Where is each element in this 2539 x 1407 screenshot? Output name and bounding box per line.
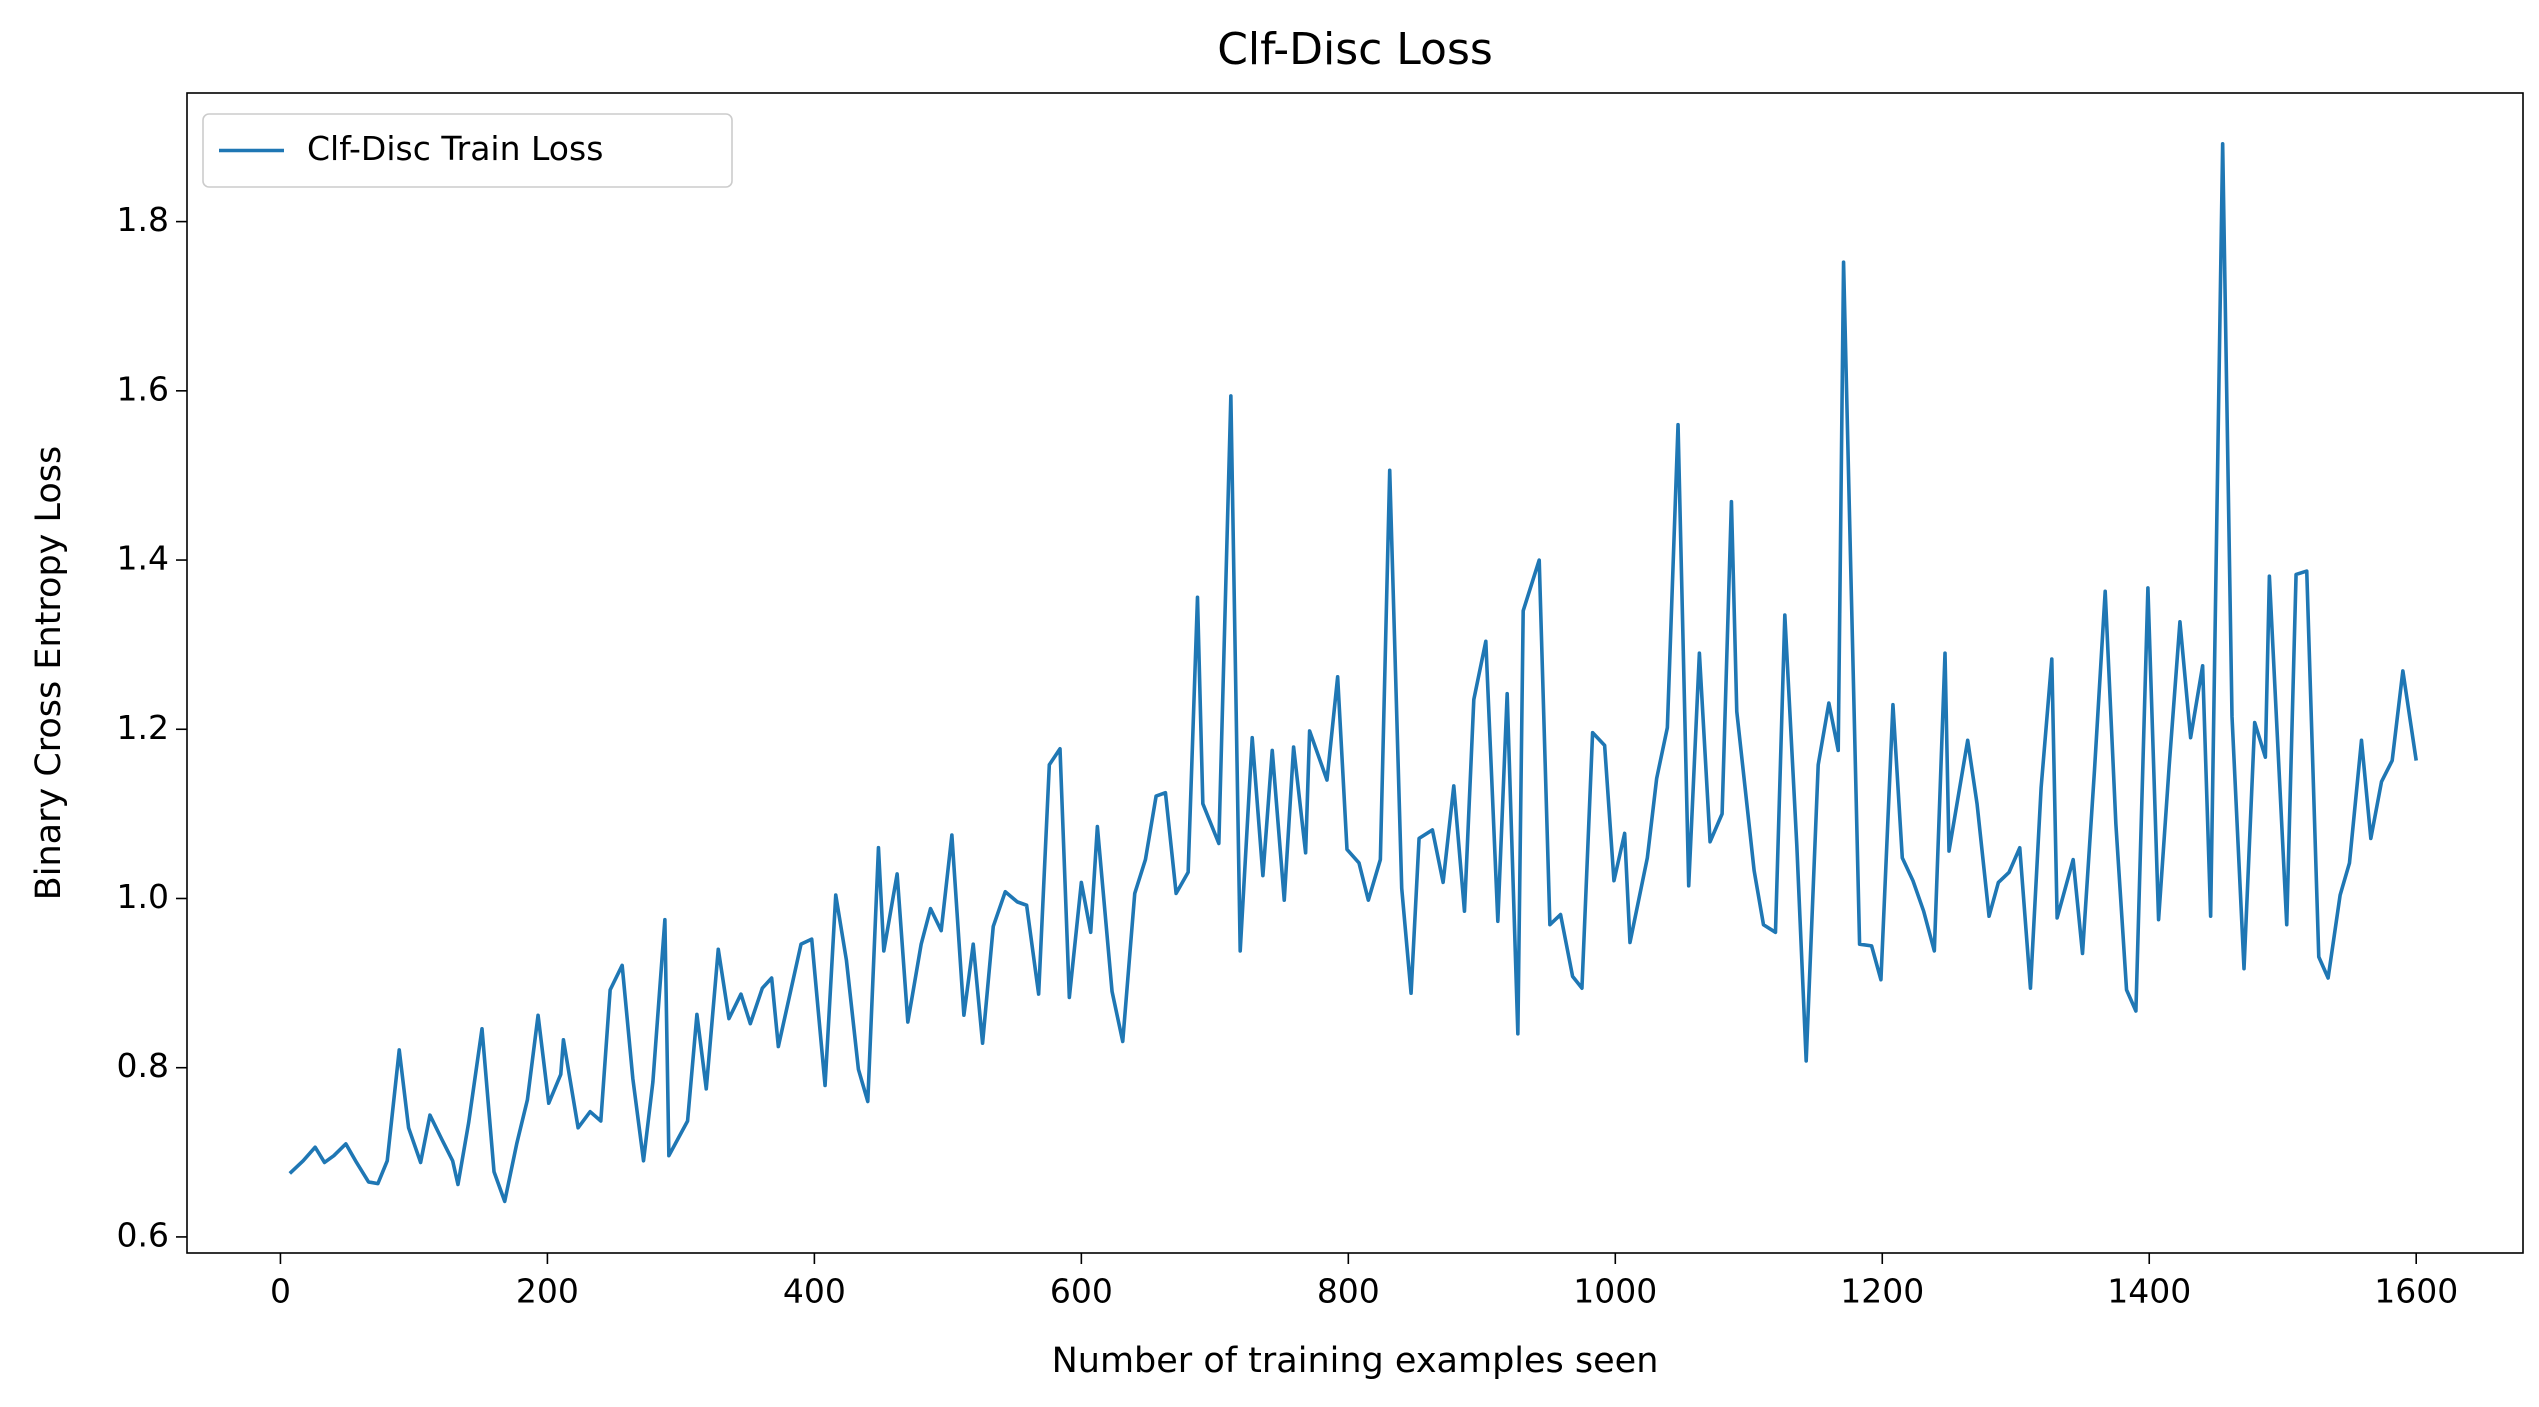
legend: Clf-Disc Train Loss	[202, 113, 733, 188]
y-tick-label: 1.6	[117, 369, 169, 408]
legend-label: Clf-Disc Train Loss	[307, 129, 603, 168]
x-tick-label: 1000	[1573, 1272, 1657, 1311]
x-tick-label: 800	[1317, 1272, 1380, 1311]
x-tick-label: 600	[1050, 1272, 1113, 1311]
y-tick-label: 1.2	[117, 708, 169, 747]
x-tick-label: 0	[270, 1272, 291, 1311]
data-line	[288, 141, 2418, 1204]
legend-box	[202, 113, 733, 188]
y-tick-label: 1.0	[117, 877, 169, 916]
y-axis-label: Binary Cross Entropy Loss	[29, 446, 69, 901]
plot-frame	[186, 92, 2524, 1254]
x-tick-label: 200	[516, 1272, 579, 1311]
x-tick-label: 1600	[2374, 1272, 2458, 1311]
y-tick-label: 0.6	[117, 1215, 169, 1254]
x-axis-label: Number of training examples seen	[1052, 1341, 1659, 1381]
chart-title: Clf-Disc Loss	[1217, 24, 1493, 75]
y-tick-label: 0.8	[117, 1046, 169, 1085]
y-tick-label: 1.8	[117, 200, 169, 239]
x-tick-label: 1400	[2107, 1272, 2191, 1311]
x-tick-label: 400	[783, 1272, 846, 1311]
y-tick-label: 1.4	[117, 539, 169, 578]
x-tick-label: 1200	[1840, 1272, 1924, 1311]
